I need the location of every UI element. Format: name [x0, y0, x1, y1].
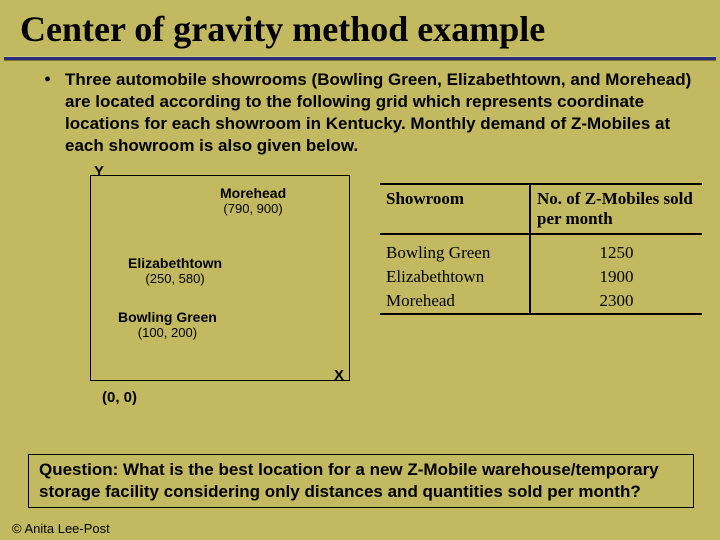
point-coord: (790, 900): [220, 201, 286, 216]
axis-x-label: X: [334, 367, 344, 384]
cell-val: 1250: [600, 243, 634, 262]
table-header-showroom: Showroom: [380, 185, 530, 234]
cell-name: Morehead: [386, 291, 455, 310]
point-name: Elizabethtown: [128, 255, 222, 271]
content-area: Y X Morehead (790, 900) Elizabethtown (2…: [0, 161, 720, 417]
point-name: Morehead: [220, 185, 286, 201]
point-name: Bowling Green: [118, 309, 217, 325]
bullet-text: Three automobile showrooms (Bowling Gree…: [65, 69, 700, 157]
cell-name: Bowling Green: [386, 243, 490, 262]
point-bowling-green: Bowling Green (100, 200): [118, 309, 217, 340]
point-morehead: Morehead (790, 900): [220, 185, 286, 216]
cell-val: 1900: [600, 267, 634, 286]
cell-val: 2300: [600, 291, 634, 310]
slide-title: Center of gravity method example: [0, 0, 720, 56]
copyright-text: © Anita Lee-Post: [12, 521, 110, 536]
point-coord: (100, 200): [118, 325, 217, 340]
bullet-dot-icon: •: [44, 69, 51, 157]
question-box: Question: What is the best location for …: [28, 454, 694, 508]
demand-table: Showroom No. of Z-Mobiles sold per month…: [380, 183, 702, 315]
origin-label: (0, 0): [102, 389, 137, 406]
table-header-sold: No. of Z-Mobiles sold per month: [530, 185, 702, 234]
cell-name: Elizabethtown: [386, 267, 484, 286]
table-row: Bowling Green Elizabethtown Morehead 125…: [380, 235, 702, 314]
bullet-item: • Three automobile showrooms (Bowling Gr…: [0, 61, 720, 161]
point-elizabethtown: Elizabethtown (250, 580): [128, 255, 222, 286]
point-coord: (250, 580): [128, 271, 222, 286]
